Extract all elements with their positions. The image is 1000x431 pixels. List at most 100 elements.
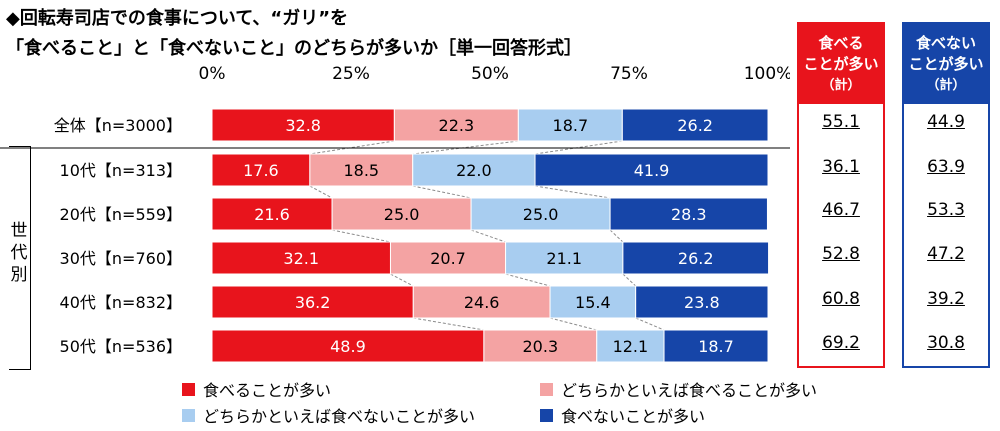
connector-line: [309, 185, 333, 199]
bar-segment: [211, 241, 391, 275]
connector-line: [413, 317, 484, 331]
not-eat-total-value: 63.9: [927, 157, 965, 177]
connector-line: [331, 229, 391, 243]
data-label: 22.3: [439, 116, 475, 135]
data-label: 20.7: [430, 249, 466, 268]
bar-segment: [621, 108, 769, 142]
legend-label: 食べないことが多い: [561, 407, 706, 426]
bar-segment: [483, 329, 598, 363]
bar-segment: [470, 197, 611, 231]
bar-segment: [609, 197, 768, 231]
bar-segment: [635, 285, 769, 319]
generation-bracket: [9, 146, 31, 370]
data-label: 48.9: [330, 337, 366, 356]
x-tick-label: 75%: [610, 64, 648, 84]
data-label: 15.4: [575, 293, 611, 312]
legend-label: どちらかといえば食べることが多い: [561, 381, 818, 400]
legend-swatch: [182, 408, 195, 422]
not-eat-total-header: 食べない ことが多い （計）: [904, 24, 988, 104]
chart-title-line2: 「食べること」と「食べないこと」のどちらが多いか［単一回答形式］: [6, 38, 582, 59]
x-tick-label: 100%: [744, 64, 790, 84]
x-tick-label: 50%: [471, 64, 509, 84]
legend-item: 食べないことが多い: [540, 403, 705, 427]
bar-segment: [622, 241, 770, 275]
legend-item: 食べることが多い: [182, 377, 331, 401]
data-label: 18.5: [343, 161, 379, 180]
bar-segment: [393, 108, 519, 142]
eat-total-column: 食べる ことが多い （計） 55.1 36.1 46.7 52.8 60.8 6…: [797, 22, 885, 368]
data-label: 32.8: [285, 116, 321, 135]
not-eat-total-value: 47.2: [927, 244, 965, 264]
data-label: 26.2: [677, 116, 713, 135]
not-eat-total-value: 30.8: [927, 333, 965, 353]
not-eat-total-value: 39.2: [927, 289, 965, 309]
legend-swatch: [540, 382, 553, 396]
not-eat-total-value: 53.3: [927, 200, 965, 220]
not-eat-total-value: 44.9: [927, 112, 965, 132]
legend-swatch: [540, 408, 553, 422]
bar-segment: [211, 153, 311, 187]
data-label: 28.3: [671, 205, 707, 224]
connector-line: [635, 317, 665, 331]
data-label: 41.9: [634, 161, 670, 180]
data-label: 32.1: [283, 249, 319, 268]
data-label: 25.0: [523, 205, 559, 224]
data-label: 26.2: [678, 249, 714, 268]
connector-line: [470, 229, 506, 243]
bar-segment: [505, 241, 624, 275]
connector-line: [534, 185, 611, 199]
category-label: 40代【n=832】: [60, 293, 182, 312]
connector-line: [609, 229, 624, 243]
data-label: 21.1: [546, 249, 582, 268]
bar-segment: [309, 153, 414, 187]
legend-label: 食べることが多い: [203, 381, 332, 400]
connector-line: [390, 273, 414, 287]
bar-segment: [412, 153, 536, 187]
stacked-bar-chart: 0% 25% 50% 75% 100% 全体【n=3000】 10代【n=313】 20代【n…: [0, 64, 790, 363]
data-label: 20.3: [523, 337, 559, 356]
eat-total-header: 食べる ことが多い （計）: [799, 24, 883, 104]
data-label: 12.1: [613, 337, 649, 356]
connector-line: [412, 185, 472, 199]
bar-segment: [211, 285, 414, 319]
generation-group-label: 世代別: [10, 221, 28, 285]
not-eat-total-header-line3: （計）: [926, 77, 966, 93]
eat-total-value: 60.8: [822, 289, 860, 309]
data-label: 18.7: [553, 116, 589, 135]
not-eat-total-header-line2: ことが多い: [908, 54, 984, 73]
data-label: 18.7: [698, 337, 734, 356]
data-label: 21.6: [254, 205, 290, 224]
eat-total-header-line1: 食べる: [818, 33, 864, 52]
eat-total-value: 69.2: [822, 333, 860, 353]
data-label: 23.8: [684, 293, 720, 312]
chart-title-line1: ◆回転寿司店での食事について、“ガリ”を: [6, 8, 349, 29]
data-label: 25.0: [384, 205, 420, 224]
data-label: 22.0: [456, 161, 492, 180]
category-label: 30代【n=760】: [60, 249, 182, 268]
bar-segment: [663, 329, 769, 363]
category-label: 全体【n=3000】: [54, 116, 182, 135]
eat-total-value: 55.1: [822, 112, 860, 132]
legend-label: どちらかといえば食べないことが多い: [203, 407, 476, 426]
connector-line: [412, 140, 519, 155]
eat-total-value: 36.1: [822, 157, 860, 177]
bar-segment: [211, 197, 333, 231]
legend-item: どちらかといえば食べることが多い: [540, 377, 817, 401]
bar-segment: [534, 153, 769, 187]
x-tick-label: 25%: [332, 64, 370, 84]
legend-item: どちらかといえば食べないことが多い: [182, 403, 475, 427]
category-label: 10代【n=313】: [60, 161, 182, 180]
data-label: 36.2: [295, 293, 331, 312]
bar-segment: [211, 108, 395, 142]
eat-total-value: 46.7: [822, 200, 860, 220]
category-label: 50代【n=536】: [60, 337, 182, 356]
category-label: 20代【n=559】: [60, 205, 182, 224]
eat-total-value: 52.8: [822, 244, 860, 264]
data-label: 24.6: [464, 293, 500, 312]
data-label: 17.6: [243, 161, 279, 180]
bar-segment: [549, 285, 637, 319]
bar-segment: [211, 329, 485, 363]
legend-swatch: [182, 382, 195, 396]
eat-total-header-line3: （計）: [821, 77, 861, 93]
x-tick-label: 0%: [199, 64, 226, 84]
